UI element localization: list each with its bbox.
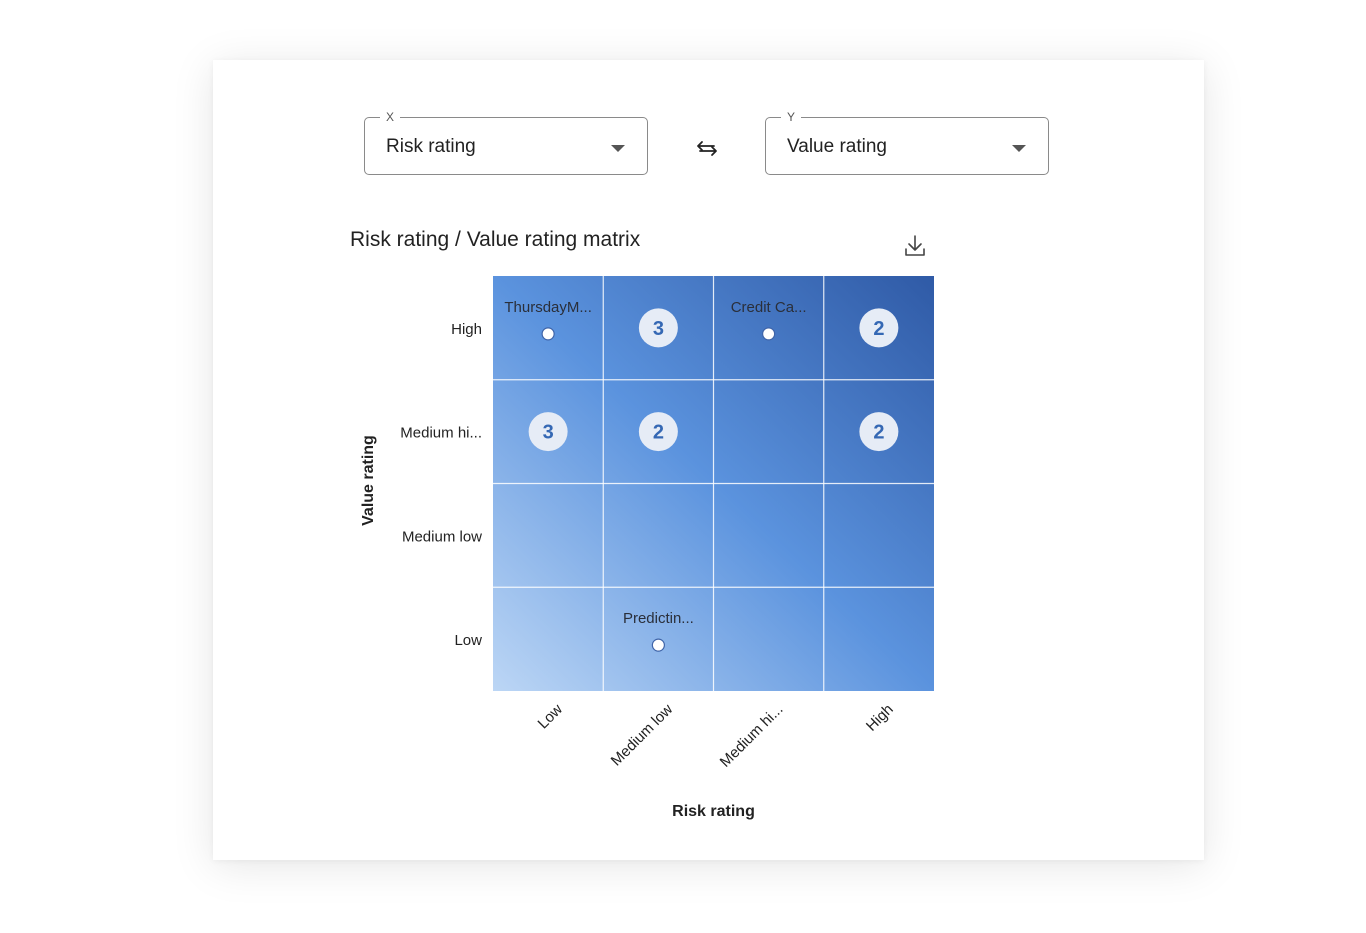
y-axis-select-value: Value rating — [787, 136, 887, 157]
x-tick-label: Medium low — [608, 701, 677, 770]
y-tick-label: Medium low — [402, 528, 482, 545]
cell-item-point — [651, 638, 665, 652]
cell-item-label: Predictin... — [623, 610, 694, 627]
download-icon[interactable] — [903, 233, 927, 259]
cell-item-point — [541, 327, 555, 341]
cell-count-badge — [638, 308, 678, 348]
x-axis-label: Risk rating — [672, 803, 755, 820]
cell-count-label: 2 — [873, 422, 884, 444]
cell-count-label: 2 — [873, 318, 884, 340]
chart-title: Risk rating / Value rating matrix — [350, 228, 641, 251]
x-tick-label: High — [863, 701, 897, 735]
cell-count-badge — [638, 412, 678, 452]
cell-count-label: 3 — [543, 422, 554, 444]
y-tick-label: Medium hi... — [400, 425, 482, 442]
cell-item-label: ThursdayM... — [504, 299, 592, 316]
chevron-down-icon — [611, 145, 625, 152]
y-tick-label: High — [451, 321, 482, 338]
cell-count-label: 3 — [653, 318, 664, 340]
y-axis-label: Value rating — [360, 435, 377, 526]
cell-count-badge — [859, 308, 899, 348]
x-tick-label: Low — [535, 701, 567, 733]
cell-count-label: 2 — [653, 422, 664, 444]
cell-item-label: Credit Ca... — [731, 299, 807, 316]
cell-count-badge — [859, 412, 899, 452]
x-axis-select-legend: X — [380, 110, 401, 124]
y-axis-select[interactable]: Y Value rating — [765, 110, 1049, 175]
y-tick-label: Low — [454, 632, 482, 649]
y-axis-select-legend: Y — [781, 110, 802, 124]
x-axis-select-value: Risk rating — [386, 136, 476, 157]
cell-count-badge — [528, 412, 568, 452]
chevron-down-icon — [1012, 145, 1026, 152]
cell-item-point — [762, 327, 776, 341]
x-axis-select[interactable]: X Risk rating — [364, 110, 648, 175]
swap-axes-icon[interactable] — [694, 136, 720, 162]
x-tick-label: Medium hi... — [717, 701, 787, 771]
